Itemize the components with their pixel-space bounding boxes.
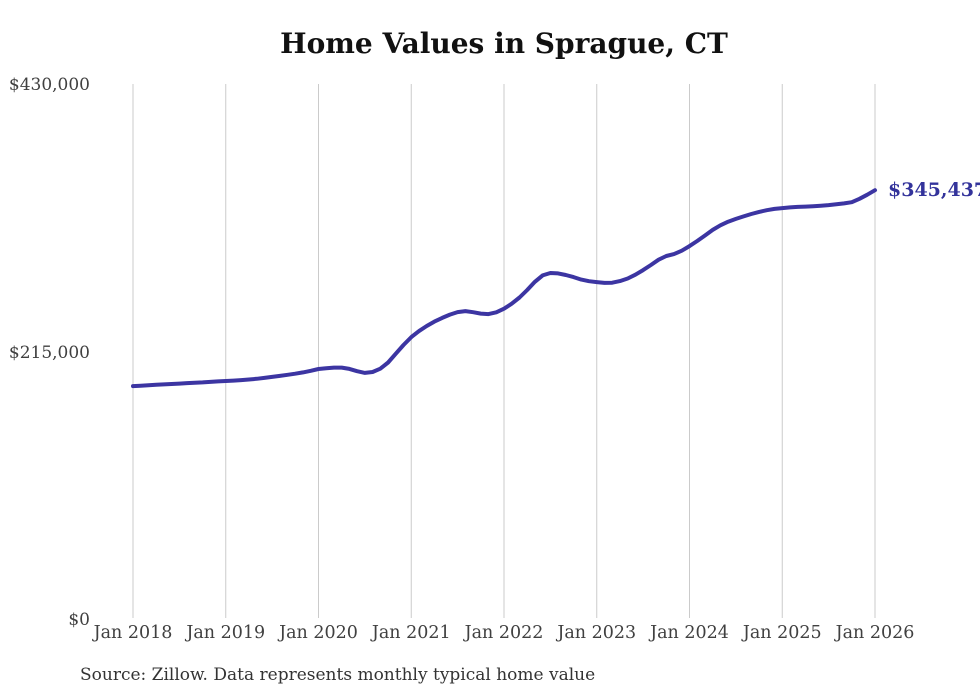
- x-tick-label: Jan 2024: [650, 623, 729, 643]
- x-tick-label: Jan 2022: [464, 623, 544, 643]
- y-tick-label: $215,000: [8, 342, 90, 363]
- x-tick-label: Jan 2018: [93, 623, 173, 643]
- latest-value-label: $345,437: [888, 179, 980, 202]
- y-tick-label: $0: [68, 610, 90, 630]
- x-tick-label: Jan 2025: [742, 623, 822, 643]
- gridlines: [132, 84, 876, 618]
- source-note: Source: Zillow. Data represents monthly …: [80, 665, 596, 685]
- home-value-line: [131, 188, 877, 389]
- x-tick-label: Jan 2021: [371, 623, 451, 643]
- x-tick-label: Jan 2020: [279, 623, 358, 643]
- x-tick-label: Jan 2023: [557, 623, 637, 643]
- chart-title: Home Values in Sprague, CT: [280, 27, 728, 60]
- x-tick-label: Jan 2019: [186, 623, 266, 643]
- y-tick-label: $430,000: [8, 75, 90, 95]
- x-tick-label: Jan 2026: [835, 623, 915, 643]
